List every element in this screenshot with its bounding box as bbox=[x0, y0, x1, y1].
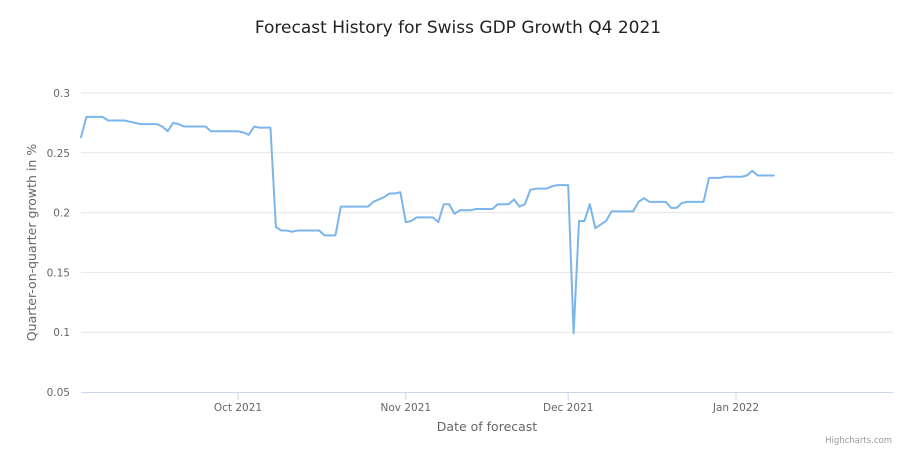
x-axis-title: Date of forecast bbox=[437, 419, 538, 434]
x-axis-ticks: Oct 2021 Nov 2021 Dec 2021 Jan 2022 bbox=[214, 392, 759, 414]
y-tick-label: 0.05 bbox=[47, 387, 70, 399]
series-layer bbox=[80, 115, 775, 335]
x-tick-label: Dec 2021 bbox=[543, 402, 593, 414]
x-tick-label: Jan 2022 bbox=[712, 402, 759, 414]
highcharts-credit[interactable]: Highcharts.com bbox=[825, 436, 892, 446]
y-tick-label: 0.2 bbox=[53, 208, 70, 220]
series-line-forecast[interactable] bbox=[80, 115, 775, 335]
y-axis-ticks: 0.05 0.1 0.15 0.2 0.25 0.3 bbox=[47, 88, 70, 399]
x-tick-label: Oct 2021 bbox=[214, 402, 262, 414]
x-tick-label: Nov 2021 bbox=[381, 402, 432, 414]
y-tick-label: 0.15 bbox=[47, 267, 70, 279]
chart-title: Forecast History for Swiss GDP Growth Q4… bbox=[255, 18, 661, 38]
y-tick-label: 0.25 bbox=[47, 148, 70, 160]
grid-lines bbox=[81, 92, 893, 333]
y-tick-label: 0.1 bbox=[53, 327, 70, 339]
y-tick-label: 0.3 bbox=[53, 88, 70, 100]
y-axis-title: Quarter-on-quarter growth in % bbox=[24, 144, 39, 342]
